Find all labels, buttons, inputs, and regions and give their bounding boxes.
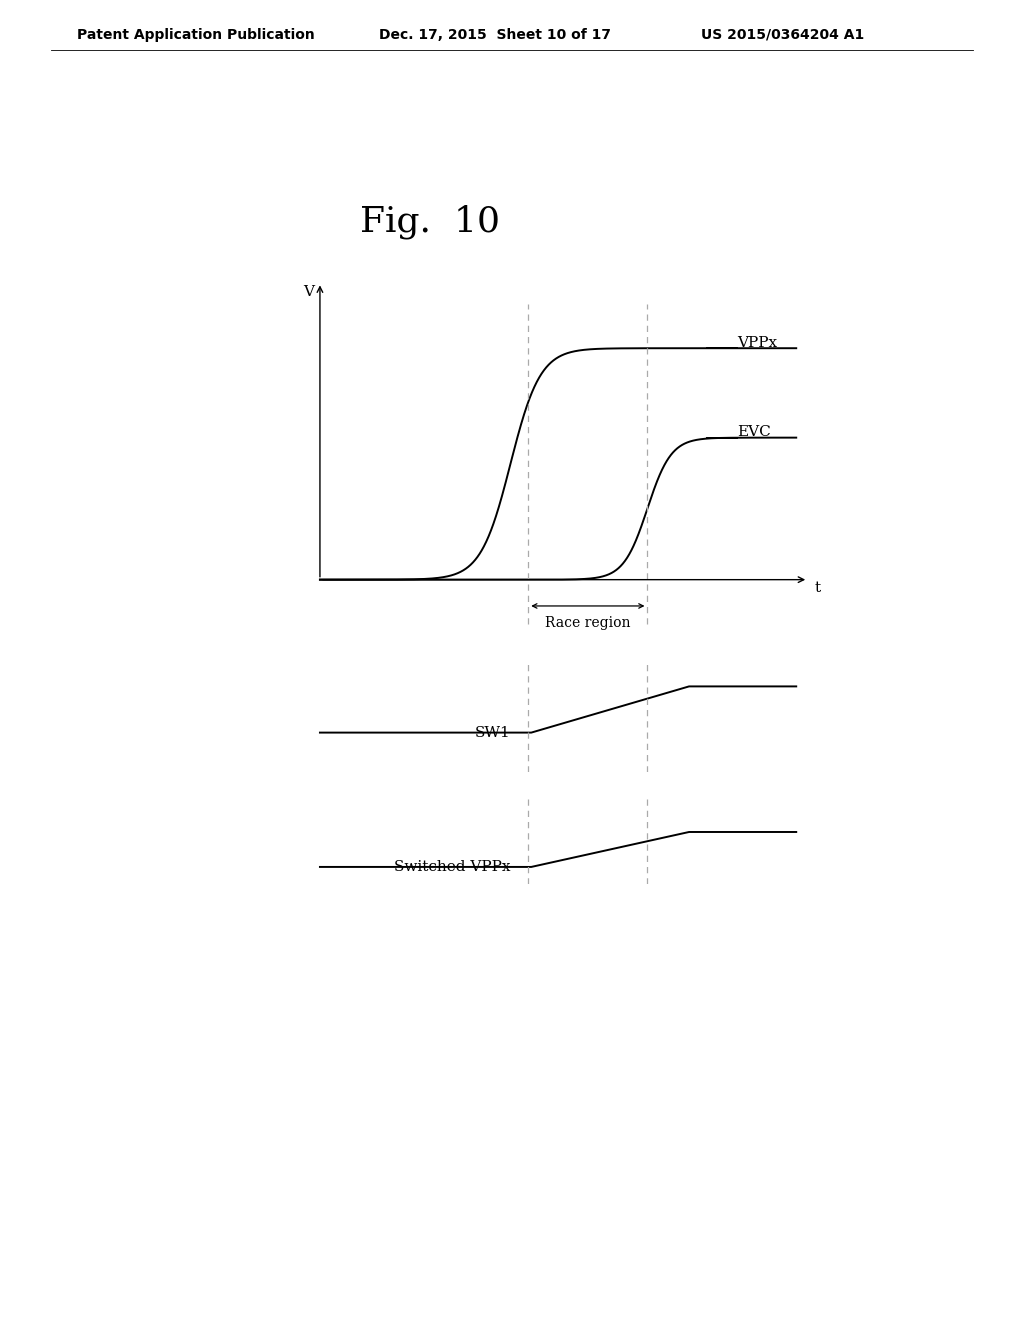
- Text: Fig.  10: Fig. 10: [360, 205, 500, 239]
- Text: V: V: [303, 285, 314, 300]
- Text: Switched VPPx: Switched VPPx: [394, 859, 510, 874]
- Text: Dec. 17, 2015  Sheet 10 of 17: Dec. 17, 2015 Sheet 10 of 17: [379, 28, 611, 42]
- Text: t: t: [814, 581, 820, 594]
- Text: VPPx: VPPx: [736, 337, 777, 350]
- Text: US 2015/0364204 A1: US 2015/0364204 A1: [701, 28, 864, 42]
- Text: Race region: Race region: [545, 616, 631, 631]
- Text: Patent Application Publication: Patent Application Publication: [77, 28, 314, 42]
- Text: EVC: EVC: [736, 425, 770, 440]
- Text: SW1: SW1: [475, 726, 510, 739]
